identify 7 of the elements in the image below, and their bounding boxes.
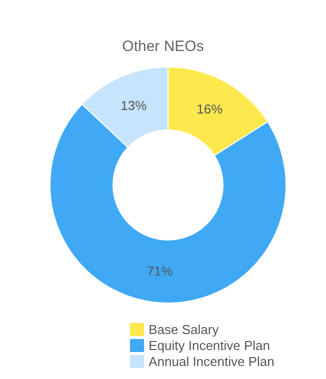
legend-label: Equity Incentive Plan xyxy=(148,338,270,352)
legend-label: Annual Incentive Plan xyxy=(148,354,274,368)
data-label: 16% xyxy=(196,102,224,117)
chart-title: Other NEOs xyxy=(121,38,205,55)
data-label: 13% xyxy=(120,98,148,114)
data-label: 71% xyxy=(146,264,174,279)
legend-label: Base Salary xyxy=(148,322,219,336)
